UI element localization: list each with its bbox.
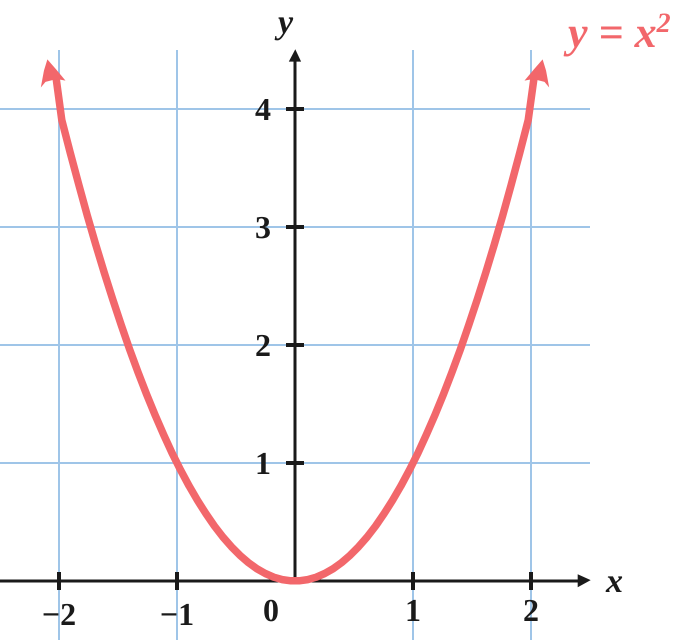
svg-text:−2: −2 bbox=[42, 596, 76, 632]
svg-text:4: 4 bbox=[255, 91, 271, 127]
svg-text:1: 1 bbox=[255, 445, 271, 481]
svg-text:x: x bbox=[605, 563, 623, 600]
svg-text:y = x2: y = x2 bbox=[563, 8, 671, 57]
svg-text:3: 3 bbox=[255, 209, 271, 245]
svg-text:2: 2 bbox=[255, 327, 271, 363]
svg-text:2: 2 bbox=[523, 592, 539, 628]
svg-text:0: 0 bbox=[263, 592, 279, 628]
svg-text:1: 1 bbox=[405, 592, 421, 628]
svg-text:−1: −1 bbox=[160, 596, 194, 632]
